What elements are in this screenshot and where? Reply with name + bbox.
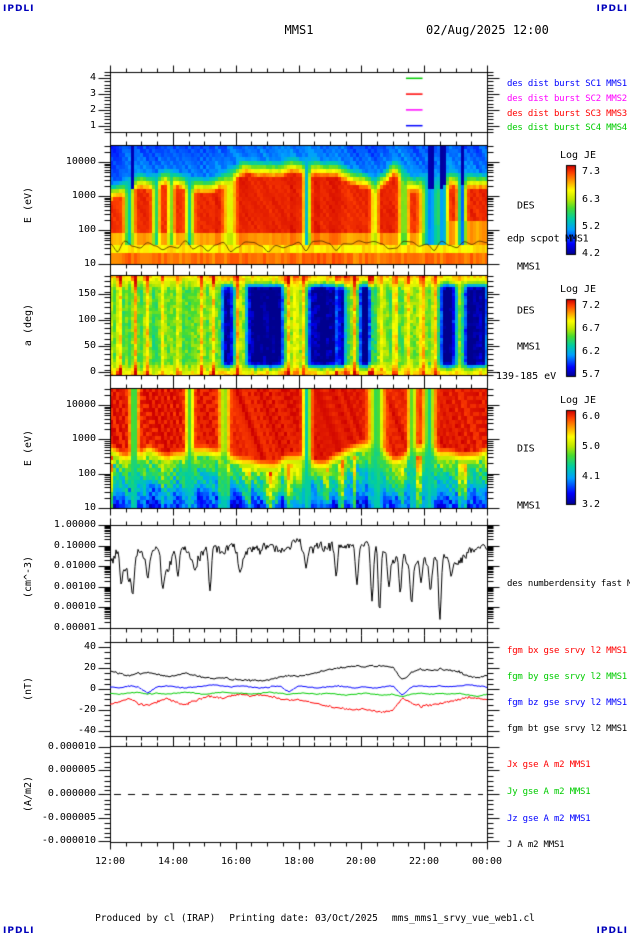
footer-printing-date: Printing date: 03/Oct/2025: [229, 913, 378, 924]
footer: Produced by cl (IRAP) Printing date: 03/O…: [0, 913, 630, 924]
ipdli-logo-bottom-left: IPDLI: [3, 926, 35, 934]
page-title: MMS1: [284, 23, 314, 37]
ipdli-logo-bottom-right: IPDLI: [596, 926, 628, 934]
footer-produced: Produced by cl (IRAP): [95, 913, 216, 924]
ipdli-logo-top-right: IPDLI: [596, 4, 628, 14]
footer-filename: mms_mms1_srvy_vue_web1.cl: [391, 913, 535, 924]
plot-datetime: 02/Aug/2025 12:00: [426, 23, 549, 37]
ipdli-logo-top-left: IPDLI: [3, 4, 35, 14]
